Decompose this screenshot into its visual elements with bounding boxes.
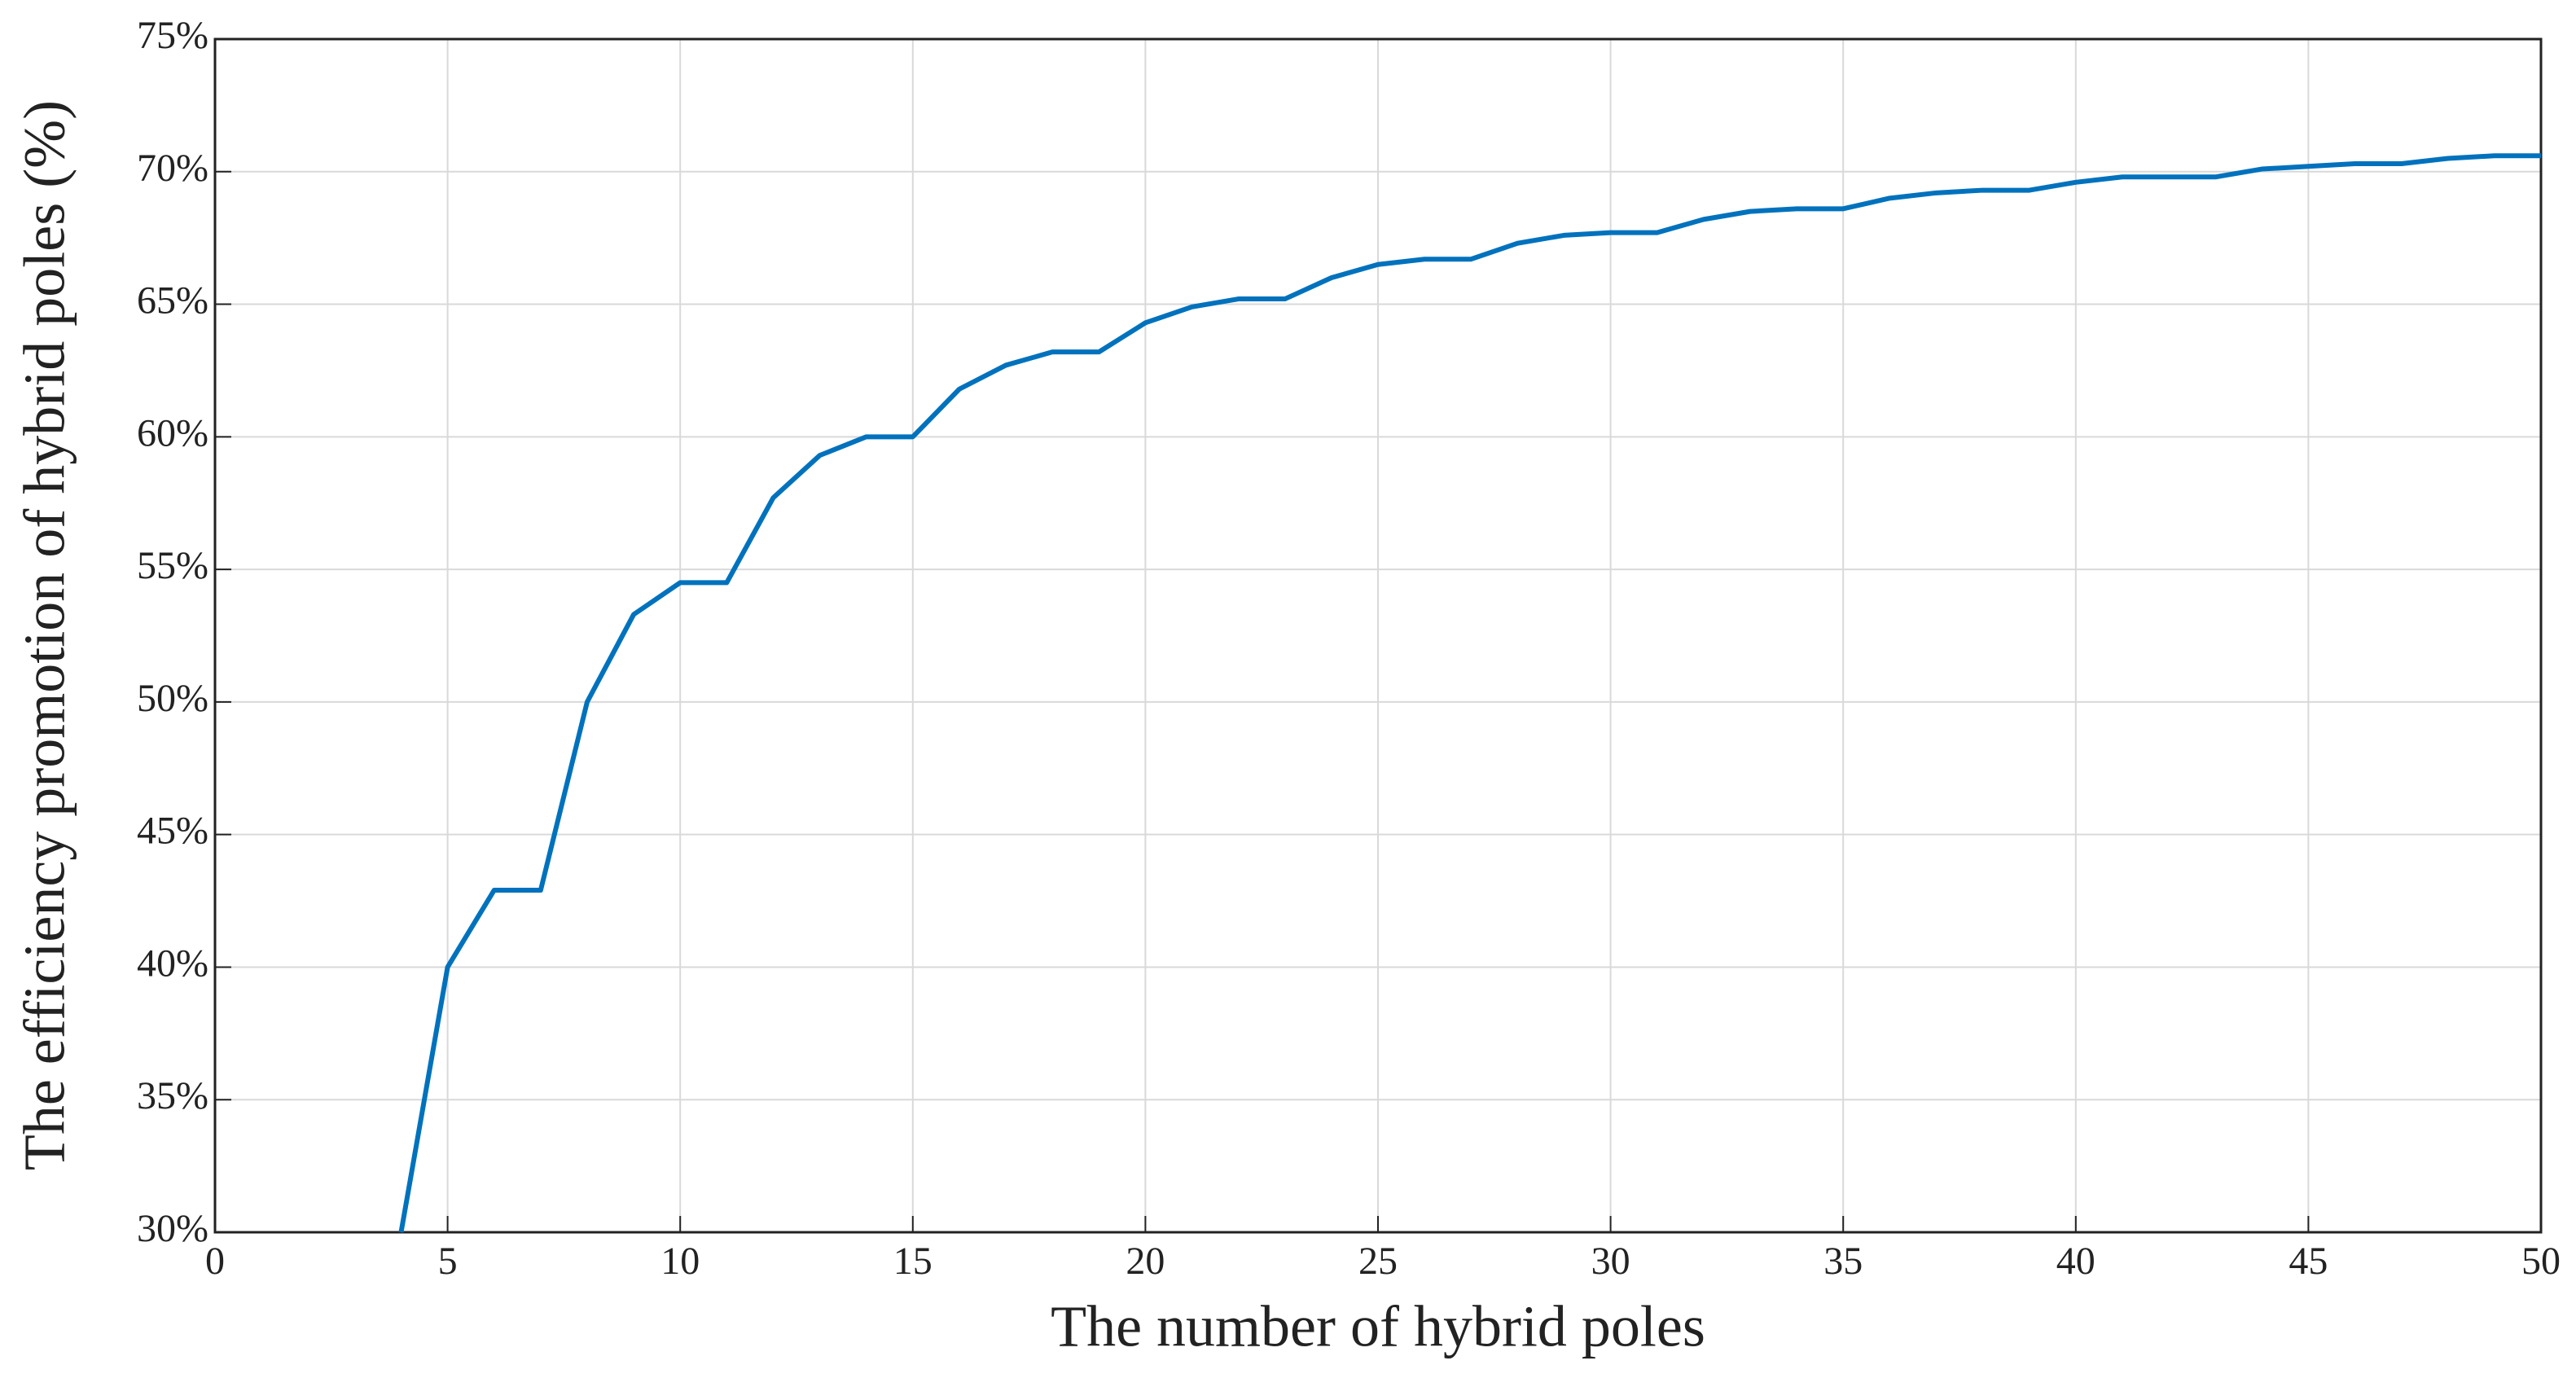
x-tick-label: 50: [2521, 1240, 2561, 1283]
x-tick-label: 15: [893, 1240, 933, 1283]
y-tick-label: 60%: [137, 411, 208, 454]
x-tick-label: 0: [205, 1240, 225, 1283]
y-tick-label: 55%: [137, 544, 208, 587]
y-tick-label: 30%: [137, 1207, 208, 1250]
data-line: [398, 153, 2541, 1233]
x-tick-label: 20: [1126, 1240, 1165, 1283]
x-tick-label: 40: [2056, 1240, 2095, 1283]
y-tick-label: 70%: [137, 147, 208, 190]
y-tick-label: 40%: [137, 941, 208, 985]
x-tick-label: 35: [1823, 1240, 1863, 1283]
y-tick-label: 35%: [137, 1074, 208, 1117]
x-tick-label: 10: [660, 1240, 700, 1283]
x-tick-label: 5: [438, 1240, 458, 1283]
x-tick-label: 45: [2289, 1240, 2328, 1283]
y-tick-label: 45%: [137, 810, 208, 853]
plot-frame: [213, 37, 2543, 1234]
y-tick-label: 50%: [137, 677, 208, 720]
x-tick-label: 25: [1358, 1240, 1398, 1283]
x-axis-title: The number of hybrid poles: [1051, 1294, 1705, 1359]
y-tick-label: 75%: [137, 14, 208, 57]
x-tick-label: 30: [1591, 1240, 1630, 1283]
y-axis-title: The efficiency promotion of hybrid poles…: [12, 100, 77, 1170]
y-tick-label: 65%: [137, 279, 208, 323]
